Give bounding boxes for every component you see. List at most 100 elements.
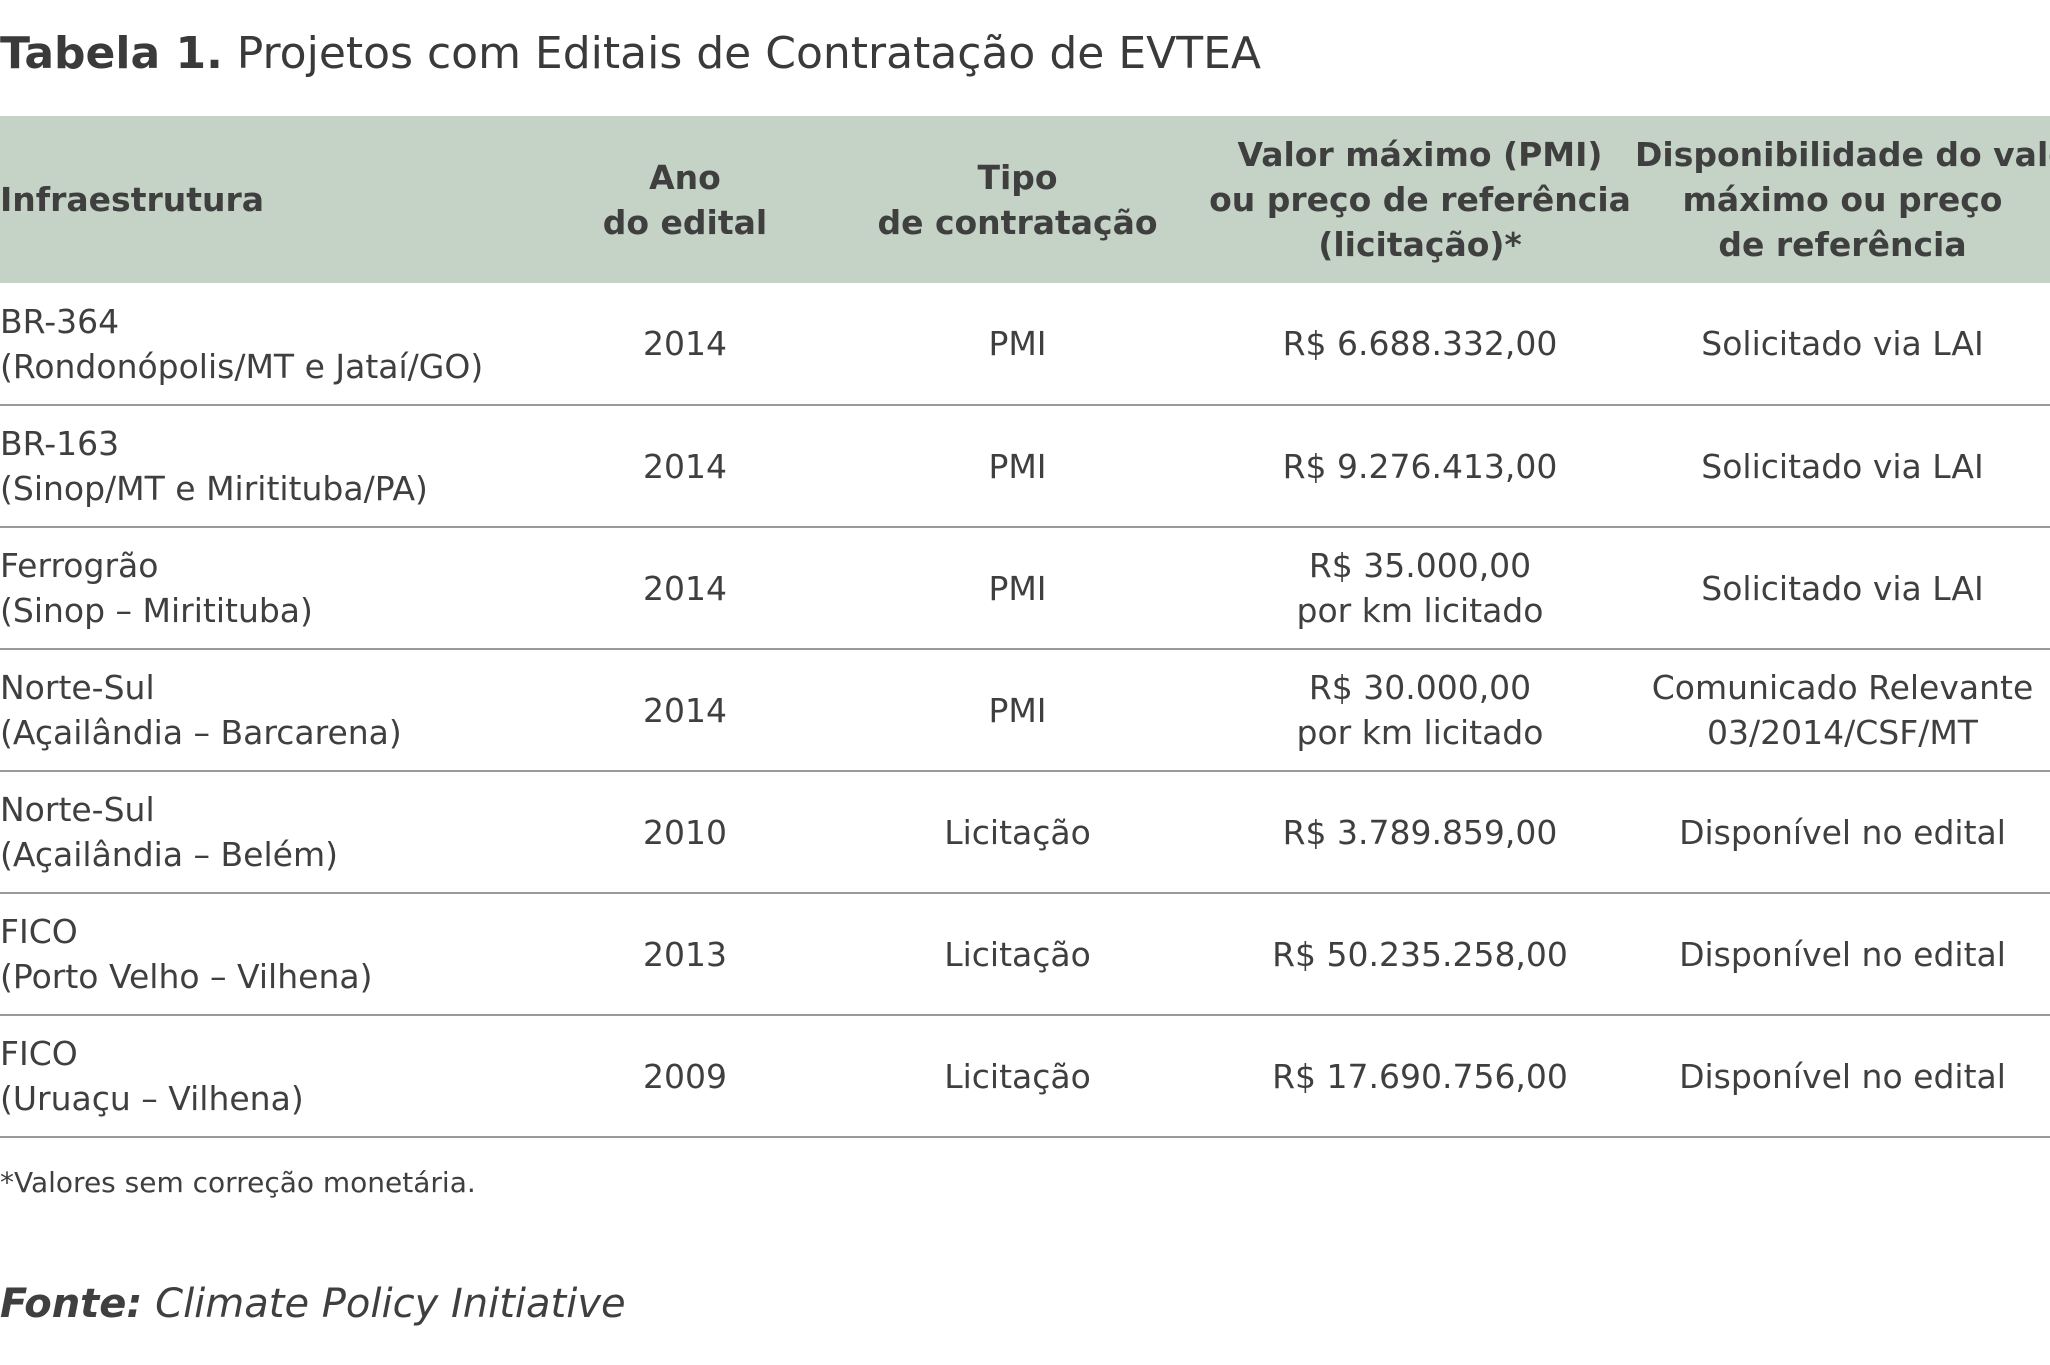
table-number: Tabela 1. <box>0 28 223 79</box>
cell-line: R$ 17.690.756,00 <box>1272 1056 1568 1096</box>
header-infraestrutura: Infraestrutura <box>0 116 540 283</box>
cell-tipo: Licitação <box>944 934 1091 974</box>
header-tipo: Tipo de contratação <box>830 116 1205 283</box>
cell-line: Solicitado via LAI <box>1701 568 1984 608</box>
table-title-text: Projetos com Editais de Contratação de E… <box>236 28 1261 79</box>
cell-line: R$ 50.235.258,00 <box>1272 934 1568 974</box>
table-row: BR-163 (Sinop/MT e Miritituba/PA) 2014 PMI R… <box>0 405 2050 527</box>
cell-line: Ferrogrão <box>0 546 159 585</box>
cell-line: 03/2014/CSF/MT <box>1707 713 1978 752</box>
cell-tipo: PMI <box>988 690 1047 730</box>
cell-ano: 2013 <box>643 934 727 974</box>
table-row: Ferrogrão (Sinop – Miritituba) 2014 PMI R$ 3… <box>0 527 2050 649</box>
source-line: Fonte: Climate Policy Initiative <box>0 1276 626 1332</box>
cell-disponibilidade: Solicitado via LAI <box>1635 283 2050 405</box>
source-text: Climate Policy Initiative <box>155 1281 626 1327</box>
cell-line: (Sinop – Miritituba) <box>0 591 313 630</box>
cell-tipo: PMI <box>988 568 1047 608</box>
header-line: Valor máximo (PMI) <box>1237 135 1603 174</box>
cell-valor: R$ 17.690.756,00 <box>1205 1015 1635 1137</box>
cell-ano: 2014 <box>643 446 727 486</box>
cell-line: Comunicado Relevante <box>1651 668 2034 707</box>
cell-ano: 2010 <box>643 812 727 852</box>
cell-infraestrutura: FICO (Uruaçu – Vilhena) <box>0 1015 540 1137</box>
cell-line: R$ 9.276.413,00 <box>1282 446 1558 486</box>
cell-disponibilidade: Comunicado Relevante 03/2014/CSF/MT <box>1635 649 2050 771</box>
cell-line: Norte-Sul <box>0 790 155 829</box>
cell-line: (Uruaçu – Vilhena) <box>0 1079 304 1118</box>
cell-line: por km licitado <box>1296 713 1544 752</box>
cell-ano: 2014 <box>643 568 727 608</box>
cell-valor: R$ 35.000,00 por km licitado <box>1205 527 1635 649</box>
cell-line: Solicitado via LAI <box>1701 324 1984 363</box>
cell-disponibilidade: Solicitado via LAI <box>1635 405 2050 527</box>
cell-tipo: PMI <box>988 324 1047 363</box>
cell-valor: R$ 50.235.258,00 <box>1205 893 1635 1015</box>
header-line: Ano <box>649 157 721 197</box>
cell-line: FICO <box>0 1034 78 1073</box>
header-valor: Valor máximo (PMI) ou preço de referênci… <box>1205 116 1635 283</box>
table-row: Norte-Sul (Açailândia – Belém) 2010 Licitaç… <box>0 771 2050 893</box>
cell-valor: R$ 3.789.859,00 <box>1205 771 1635 893</box>
cell-line: Disponível no edital <box>1679 1056 2006 1096</box>
cell-line: FICO <box>0 912 78 951</box>
cell-line: R$ 6.688.332,00 <box>1282 324 1558 363</box>
footnote: *Valores sem correção monetária. <box>0 1166 476 1199</box>
cell-line: R$ 35.000,00 <box>1308 546 1532 585</box>
table-header: Infraestrutura Ano do edital Tipo de con… <box>0 116 2050 283</box>
source-label: Fonte: <box>0 1281 143 1327</box>
header-line: ou preço de referência <box>1209 180 1631 219</box>
header-line: máximo ou preço <box>1682 180 2003 219</box>
cell-infraestrutura: BR-163 (Sinop/MT e Miritituba/PA) <box>0 405 540 527</box>
header-row: Infraestrutura Ano do edital Tipo de con… <box>0 116 2050 283</box>
cell-line: R$ 30.000,00 <box>1308 668 1532 707</box>
cell-line: (Rondonópolis/MT e Jataí/GO) <box>0 346 484 386</box>
cell-line: por km licitado <box>1296 591 1544 630</box>
cell-infraestrutura: Norte-Sul (Açailândia – Belém) <box>0 771 540 893</box>
cell-ano: 2014 <box>643 324 727 363</box>
header-line: do edital <box>602 202 768 242</box>
cell-line: Disponível no edital <box>1679 812 2006 852</box>
table-row: FICO (Porto Velho – Vilhena) 2013 Licitação… <box>0 893 2050 1015</box>
cell-line: Disponível no edital <box>1679 934 2006 974</box>
cell-line: R$ 3.789.859,00 <box>1282 812 1558 852</box>
table-row: FICO (Uruaçu – Vilhena) 2009 Licitação R$ 17… <box>0 1015 2050 1137</box>
cell-valor: R$ 6.688.332,00 <box>1205 283 1635 405</box>
header-line: Tipo <box>977 157 1058 197</box>
header-disponibilidade: Disponibilidade do valor máximo ou preço… <box>1635 116 2050 283</box>
cell-disponibilidade: Disponível no edital <box>1635 1015 2050 1137</box>
cell-infraestrutura: Ferrogrão (Sinop – Miritituba) <box>0 527 540 649</box>
table-title: Tabela 1. Projetos com Editais de Contra… <box>0 22 1261 86</box>
cell-line: (Porto Velho – Vilhena) <box>0 957 373 996</box>
header-line: Infraestrutura <box>0 180 265 219</box>
cell-disponibilidade: Disponível no edital <box>1635 771 2050 893</box>
cell-line: (Açailândia – Belém) <box>0 835 338 874</box>
cell-disponibilidade: Solicitado via LAI <box>1635 527 2050 649</box>
cell-line: Norte-Sul <box>0 668 155 707</box>
cell-line: BR-364 <box>0 301 120 341</box>
evtea-table: Infraestrutura Ano do edital Tipo de con… <box>0 116 2050 1138</box>
cell-valor: R$ 30.000,00 por km licitado <box>1205 649 1635 771</box>
cell-ano: 2009 <box>643 1056 727 1096</box>
cell-infraestrutura: FICO (Porto Velho – Vilhena) <box>0 893 540 1015</box>
cell-ano: 2014 <box>643 690 727 730</box>
cell-infraestrutura: Norte-Sul (Açailândia – Barcarena) <box>0 649 540 771</box>
header-line: de contratação <box>877 202 1158 242</box>
cell-valor: R$ 9.276.413,00 <box>1205 405 1635 527</box>
table-row: Norte-Sul (Açailândia – Barcarena) 2014 PMI… <box>0 649 2050 771</box>
cell-tipo: Licitação <box>944 812 1091 852</box>
cell-tipo: Licitação <box>944 1056 1091 1096</box>
cell-line: Solicitado via LAI <box>1701 446 1984 486</box>
header-line: Disponibilidade do valor <box>1635 135 2050 174</box>
table-body: BR-364 (Rondonópolis/MT e Jataí/GO) 2014 PM… <box>0 283 2050 1137</box>
cell-infraestrutura: BR-364 (Rondonópolis/MT e Jataí/GO) <box>0 283 540 405</box>
header-line: de referência <box>1718 225 1967 264</box>
cell-line: (Sinop/MT e Miritituba/PA) <box>0 469 428 508</box>
cell-tipo: PMI <box>988 446 1047 486</box>
cell-disponibilidade: Disponível no edital <box>1635 893 2050 1015</box>
cell-line: BR-163 <box>0 424 120 463</box>
cell-line: (Açailândia – Barcarena) <box>0 713 402 752</box>
header-ano: Ano do edital <box>540 116 830 283</box>
table-row: BR-364 (Rondonópolis/MT e Jataí/GO) 2014 PM… <box>0 283 2050 405</box>
header-line: (licitação)* <box>1318 225 1522 264</box>
